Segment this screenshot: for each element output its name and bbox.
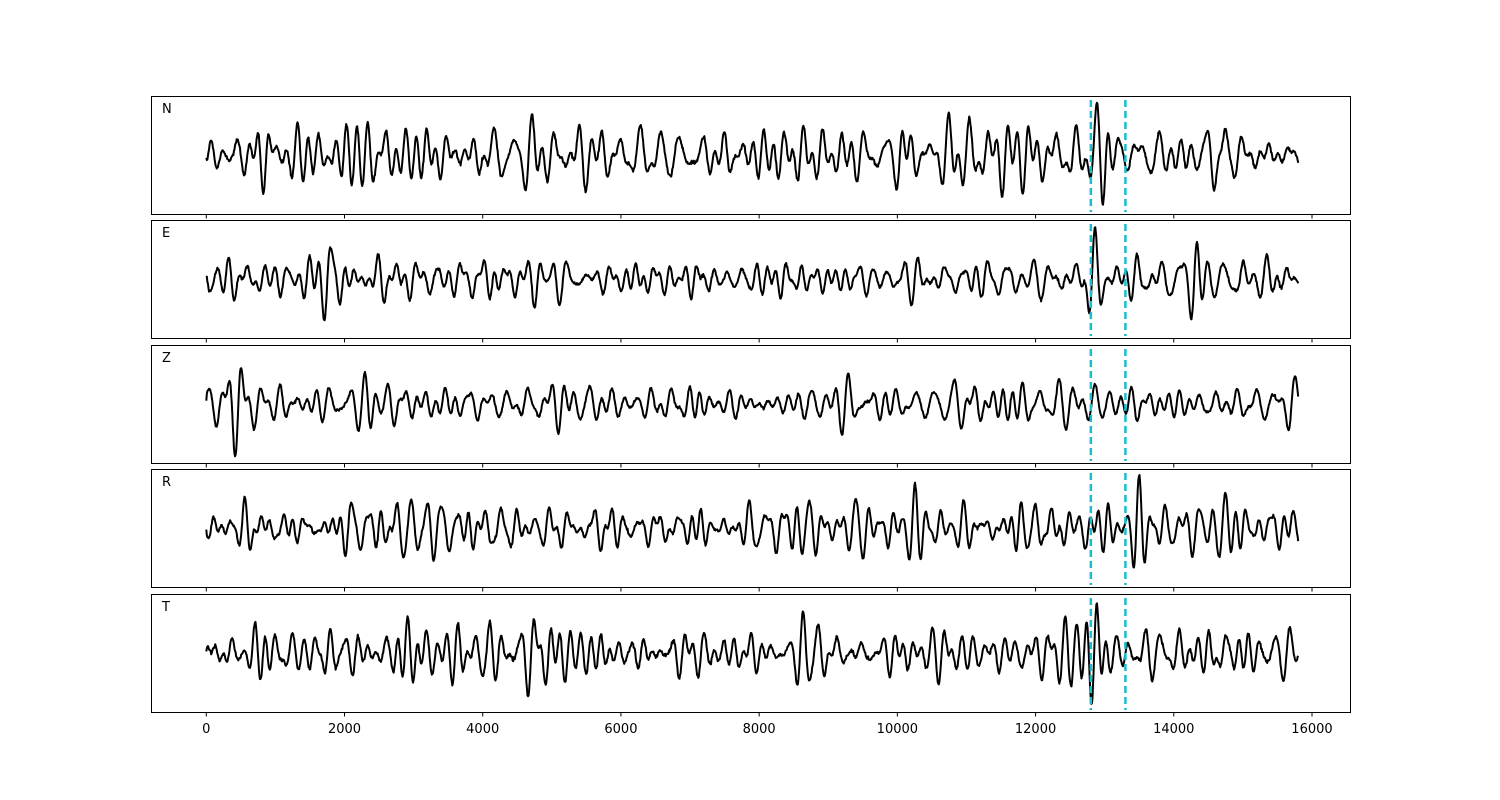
x-tick-label: 16000 [1291,722,1332,737]
panels: N E Z R T [151,96,1351,717]
x-axis: 0 2000 4000 6000 8000 10000 12000 14000 16000 [202,722,1333,737]
panel-frame [151,220,1351,339]
trace-e [205,226,1300,322]
trace-t [205,602,1300,705]
panel-e: E [151,220,1351,343]
x-tick-label: 10000 [877,722,918,737]
panel-label: T [161,600,170,615]
panel-r: R [151,469,1351,592]
panel-label: Z [162,351,171,366]
panel-label: N [162,102,172,117]
x-tick-label: 8000 [743,722,776,737]
x-tick-label: 6000 [604,722,637,737]
panel-t: T [151,594,1351,717]
x-tick-label: 0 [202,722,210,737]
panel-n: N [151,96,1351,219]
x-tick-label: 12000 [1015,722,1056,737]
x-tick-label: 14000 [1153,722,1194,737]
panel-frame [151,96,1351,215]
panel-frame [151,345,1351,464]
trace-r [205,474,1300,569]
trace-n [205,101,1300,206]
panel-frame [151,594,1351,713]
x-tick-label: 2000 [328,722,361,737]
panel-label: E [162,226,170,241]
panel-frame [151,469,1351,588]
trace-z [205,367,1300,458]
x-tick-label: 4000 [466,722,499,737]
panel-z: Z [151,345,1351,468]
panel-label: R [162,475,171,490]
